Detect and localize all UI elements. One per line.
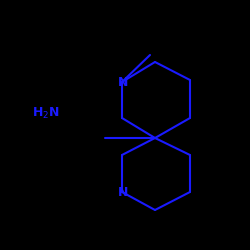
Text: N: N [118, 76, 128, 88]
Text: N: N [118, 186, 128, 198]
Text: H$_2$N: H$_2$N [32, 106, 60, 120]
